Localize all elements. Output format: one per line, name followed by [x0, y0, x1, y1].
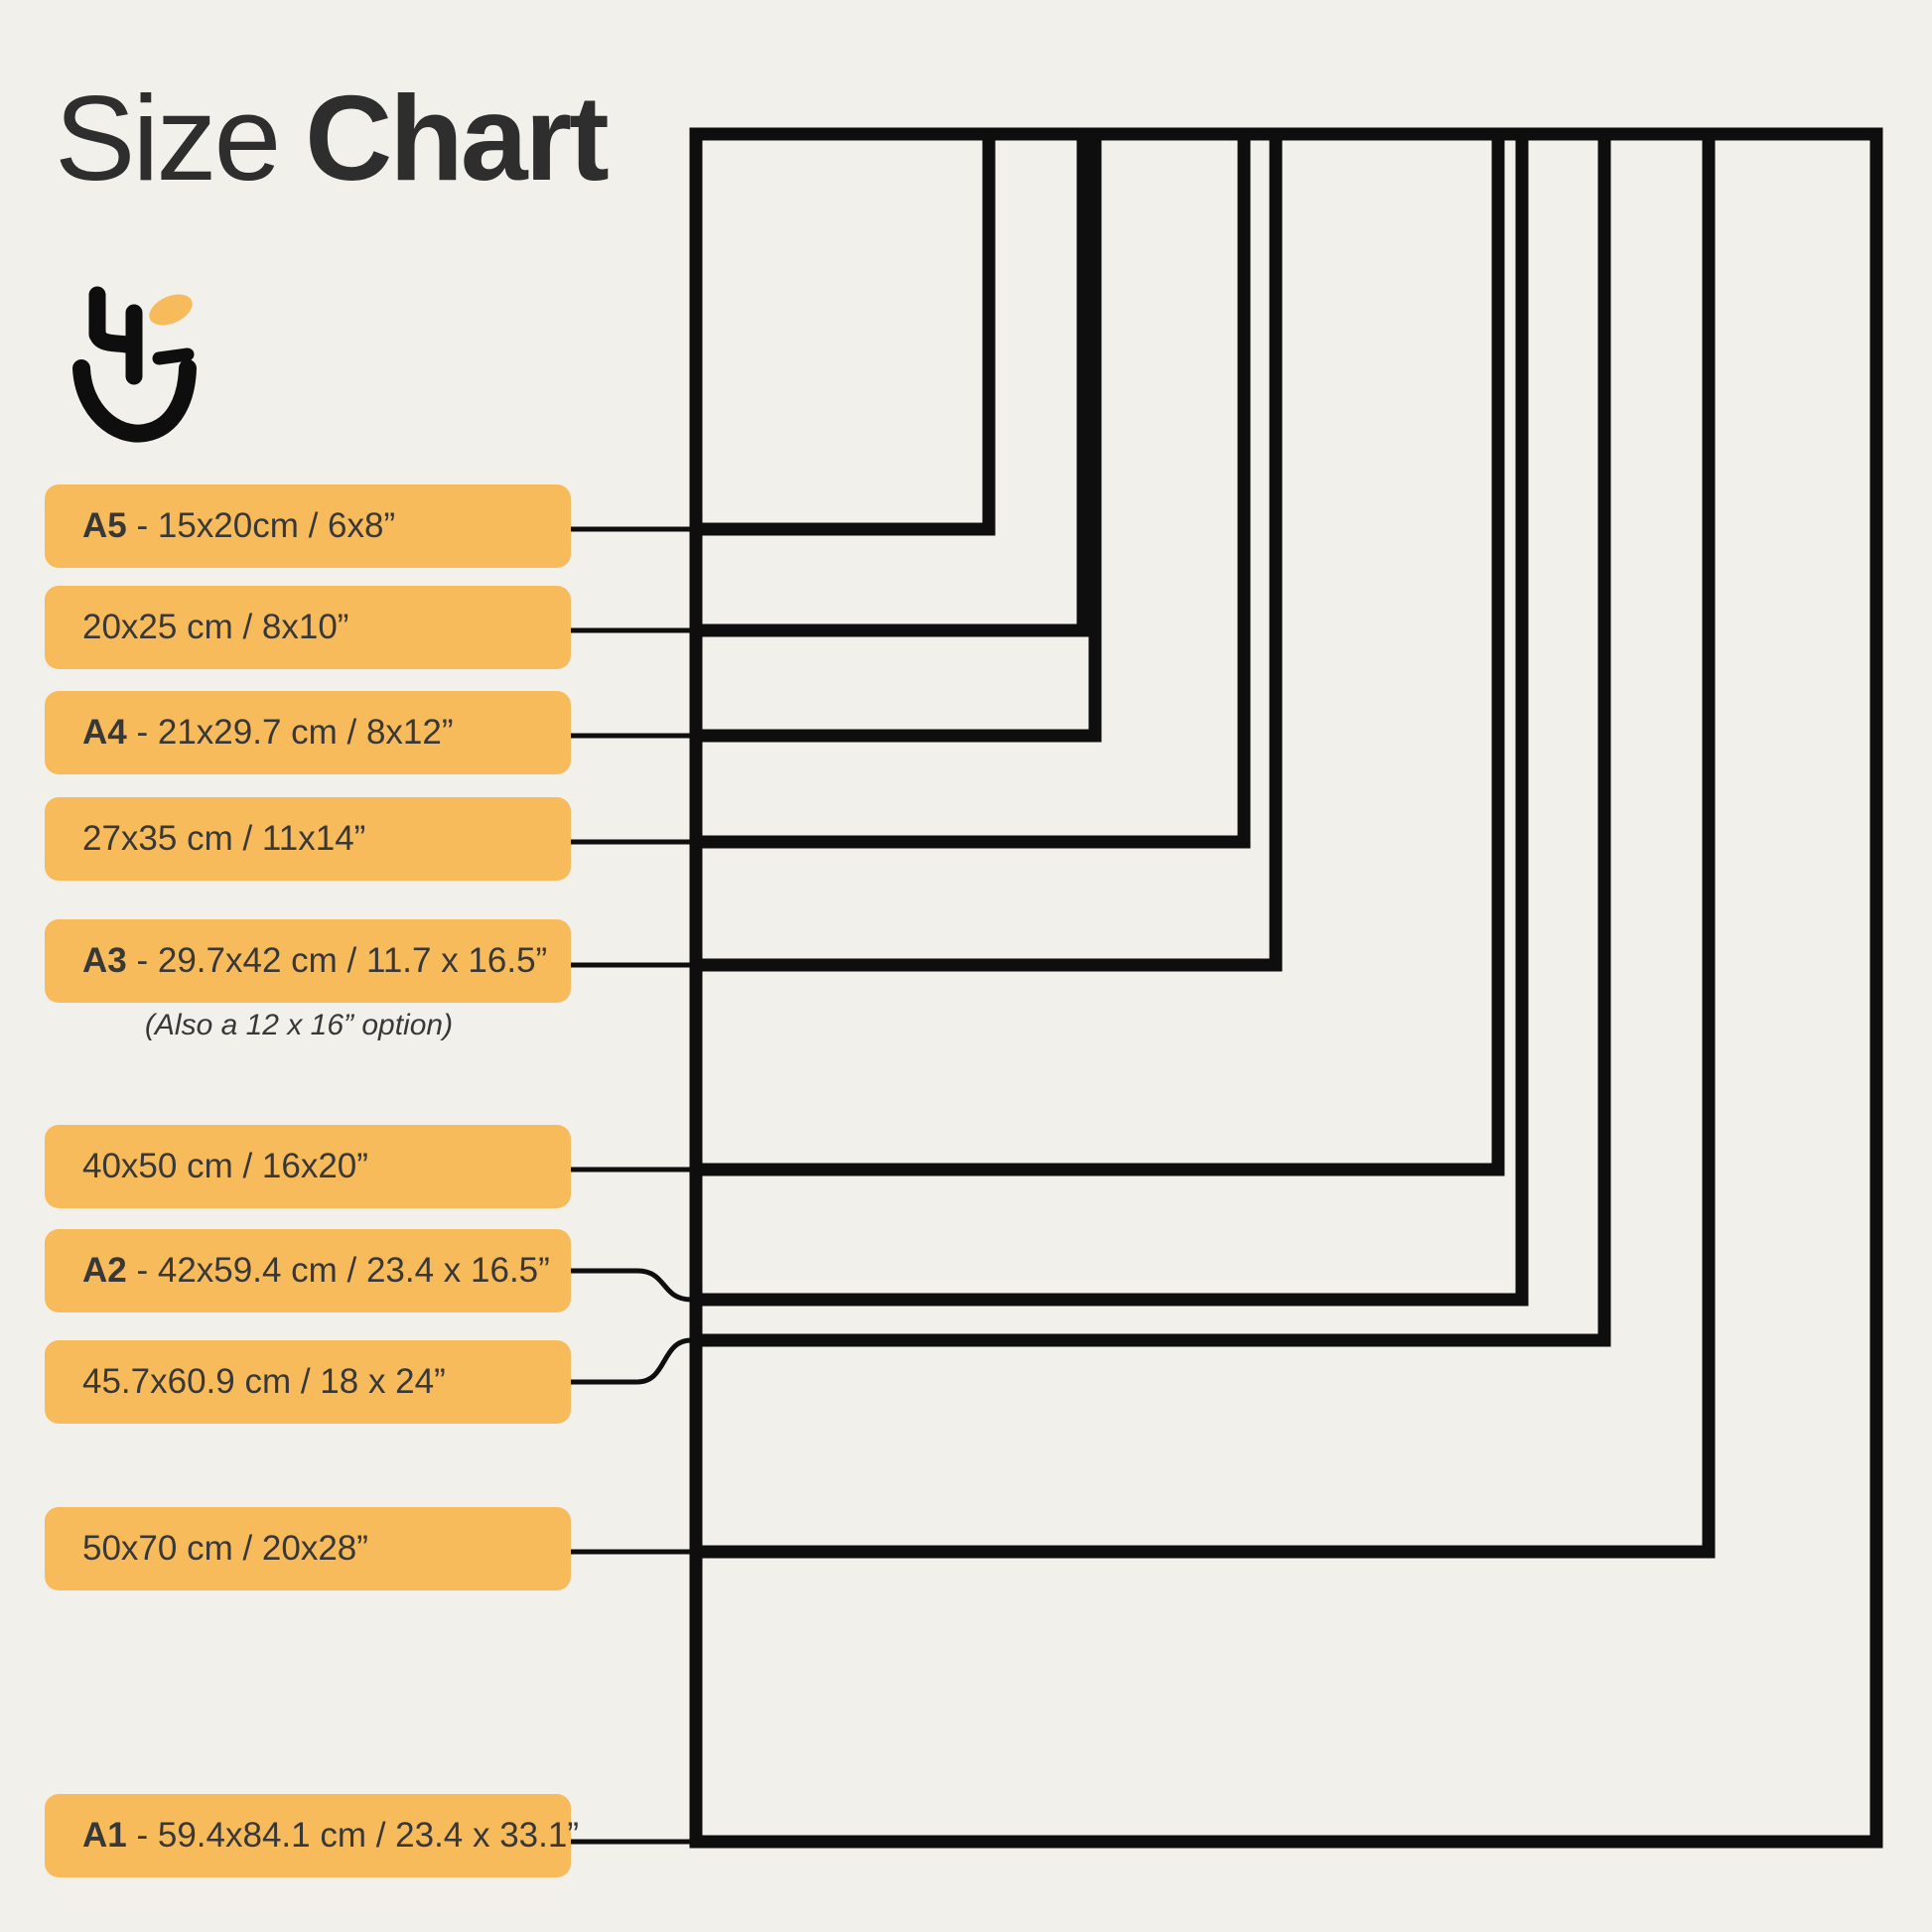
title-regular-part: Size	[55, 70, 281, 206]
size-dimensions-text: - 29.7x42 cm / 11.7 x 16.5”	[126, 941, 548, 980]
logo-smile	[72, 359, 197, 443]
size-rectangle-a4	[689, 127, 1102, 743]
title-bold-part: Chart	[305, 70, 610, 206]
size-label-row6: 40x50 cm / 16x20”	[45, 1125, 571, 1208]
size-label-a1: A1 - 59.4x84.1 cm / 23.4 x 33.1”	[45, 1794, 579, 1877]
logo-orange-dot	[149, 294, 193, 326]
connector-line-row8	[561, 1337, 696, 1385]
size-label-a4: A4 - 21x29.7 cm / 8x12”	[45, 691, 571, 774]
size-dimensions-text: 45.7x60.9 cm / 18 x 24”	[82, 1362, 446, 1401]
connector-line-a2	[561, 1268, 696, 1303]
alternate-size-note: (Also a 12 x 16” option)	[144, 1009, 454, 1041]
size-rectangle-a5	[689, 127, 996, 536]
size-dimensions-text: 50x70 cm / 20x28”	[82, 1529, 368, 1568]
size-code: A5	[82, 506, 127, 545]
size-dimensions-text: 27x35 cm / 11x14”	[82, 819, 366, 858]
size-label-a3: A3 - 29.7x42 cm / 11.7 x 16.5”	[45, 919, 571, 1003]
size-dimensions-text: - 59.4x84.1 cm / 23.4 x 33.1”	[126, 1816, 579, 1855]
size-label-row2: 20x25 cm / 8x10”	[45, 586, 571, 669]
size-dimensions-text: - 15x20cm / 6x8”	[126, 506, 396, 545]
size-label-a2: A2 - 42x59.4 cm / 23.4 x 16.5”	[45, 1229, 571, 1312]
size-label-row4: 27x35 cm / 11x14”	[45, 797, 571, 881]
size-label-a5: A5 - 15x20cm / 6x8”	[45, 484, 571, 568]
size-dimensions-text: 40x50 cm / 16x20”	[82, 1147, 368, 1185]
size-label-row9: 50x70 cm / 20x28”	[45, 1507, 571, 1590]
size-code: A4	[82, 713, 127, 752]
size-dimensions-text: - 21x29.7 cm / 8x12”	[126, 713, 454, 752]
size-label-row8: 45.7x60.9 cm / 18 x 24”	[45, 1340, 571, 1424]
size-code: A1	[82, 1816, 127, 1855]
size-code: A3	[82, 941, 127, 980]
size-rectangle-a2	[689, 127, 1529, 1307]
size-dimensions-text: - 42x59.4 cm / 23.4 x 16.5”	[126, 1251, 550, 1290]
size-rectangle-row2	[689, 127, 1090, 637]
page-title: Size Chart	[55, 70, 610, 206]
size-rectangle-a1	[689, 127, 1883, 1849]
smiley-hi-logo-icon	[72, 286, 197, 443]
size-code: A2	[82, 1251, 127, 1290]
logo-smile-tip	[152, 347, 195, 365]
size-dimensions-text: 20x25 cm / 8x10”	[82, 608, 349, 646]
